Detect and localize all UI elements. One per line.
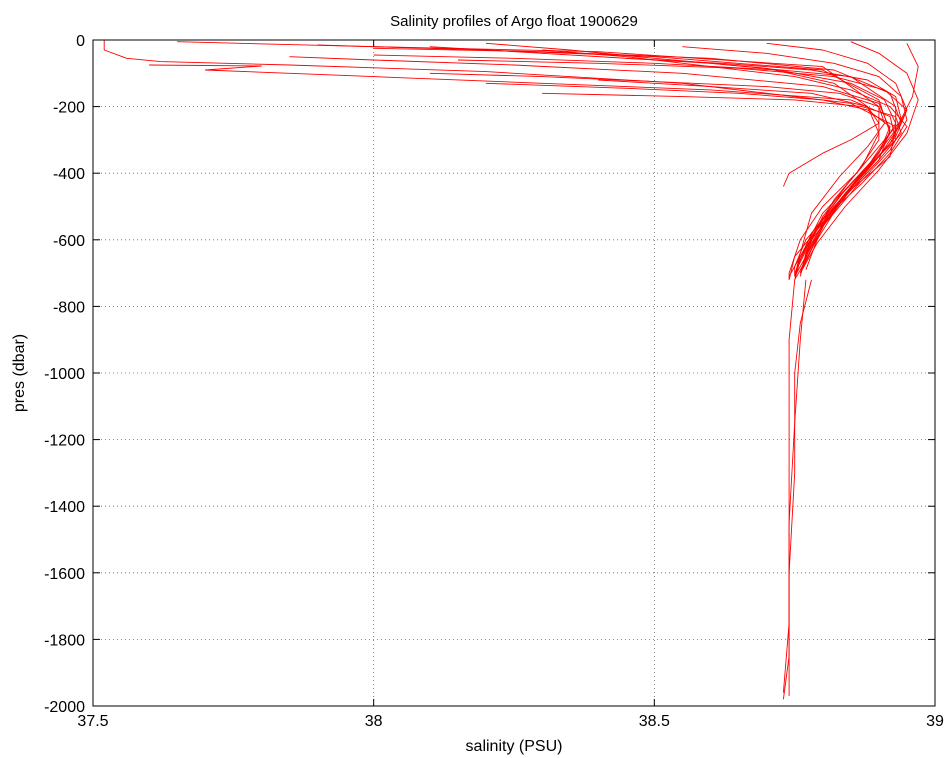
y-tick-label: -200: [53, 100, 85, 117]
y-tick-label: -600: [53, 233, 85, 250]
y-tick-label: -2000: [44, 699, 85, 716]
y-tick-label: -400: [53, 166, 85, 183]
horizontal-grid-lines: [93, 106, 935, 640]
profile-line-10: [682, 46, 908, 274]
chart-title: Salinity profiles of Argo float 1900629: [390, 13, 638, 30]
x-tick-label: 38.5: [639, 713, 670, 730]
x-axis-title: salinity (PSU): [466, 738, 563, 755]
profile-line-11: [766, 42, 908, 274]
profile-line-16: [598, 79, 880, 187]
profile-line-2: [177, 41, 880, 280]
y-tick-label: 0: [76, 33, 85, 50]
profile-line-19: [626, 57, 902, 277]
profile-line-14: [799, 41, 919, 274]
x-tick-label: 38: [365, 713, 383, 730]
y-tick-label: -800: [53, 299, 85, 316]
salinity-profiles: [103, 40, 919, 700]
y-tick-label: -1200: [44, 433, 85, 450]
y-axis-ticks: 0 -200 -400 -600 -800 -1000 -1200 -1400 -1600 -18…: [44, 33, 935, 716]
y-tick-label: -1800: [44, 632, 85, 649]
y-axis-title: pres (dbar): [11, 334, 28, 412]
profile-line-15: [805, 43, 919, 270]
profile-line-18: [542, 92, 902, 281]
profile-line-6: [149, 64, 897, 277]
profile-line-5: [289, 56, 891, 274]
profile-line-20: [457, 59, 908, 274]
profile-line-9: [429, 72, 885, 277]
x-axis-ticks: 37.5 38 38.5 39: [77, 40, 944, 730]
y-tick-label: -1000: [44, 366, 85, 383]
profile-line-22: [782, 279, 812, 700]
x-tick-label: 39: [926, 713, 944, 730]
y-tick-label: -1600: [44, 566, 85, 583]
x-tick-label: 37.5: [77, 713, 108, 730]
profile-line-21: [788, 279, 796, 696]
profile-line-12: [373, 54, 897, 280]
profile-line-23: [782, 279, 807, 693]
y-tick-label: -1400: [44, 499, 85, 516]
